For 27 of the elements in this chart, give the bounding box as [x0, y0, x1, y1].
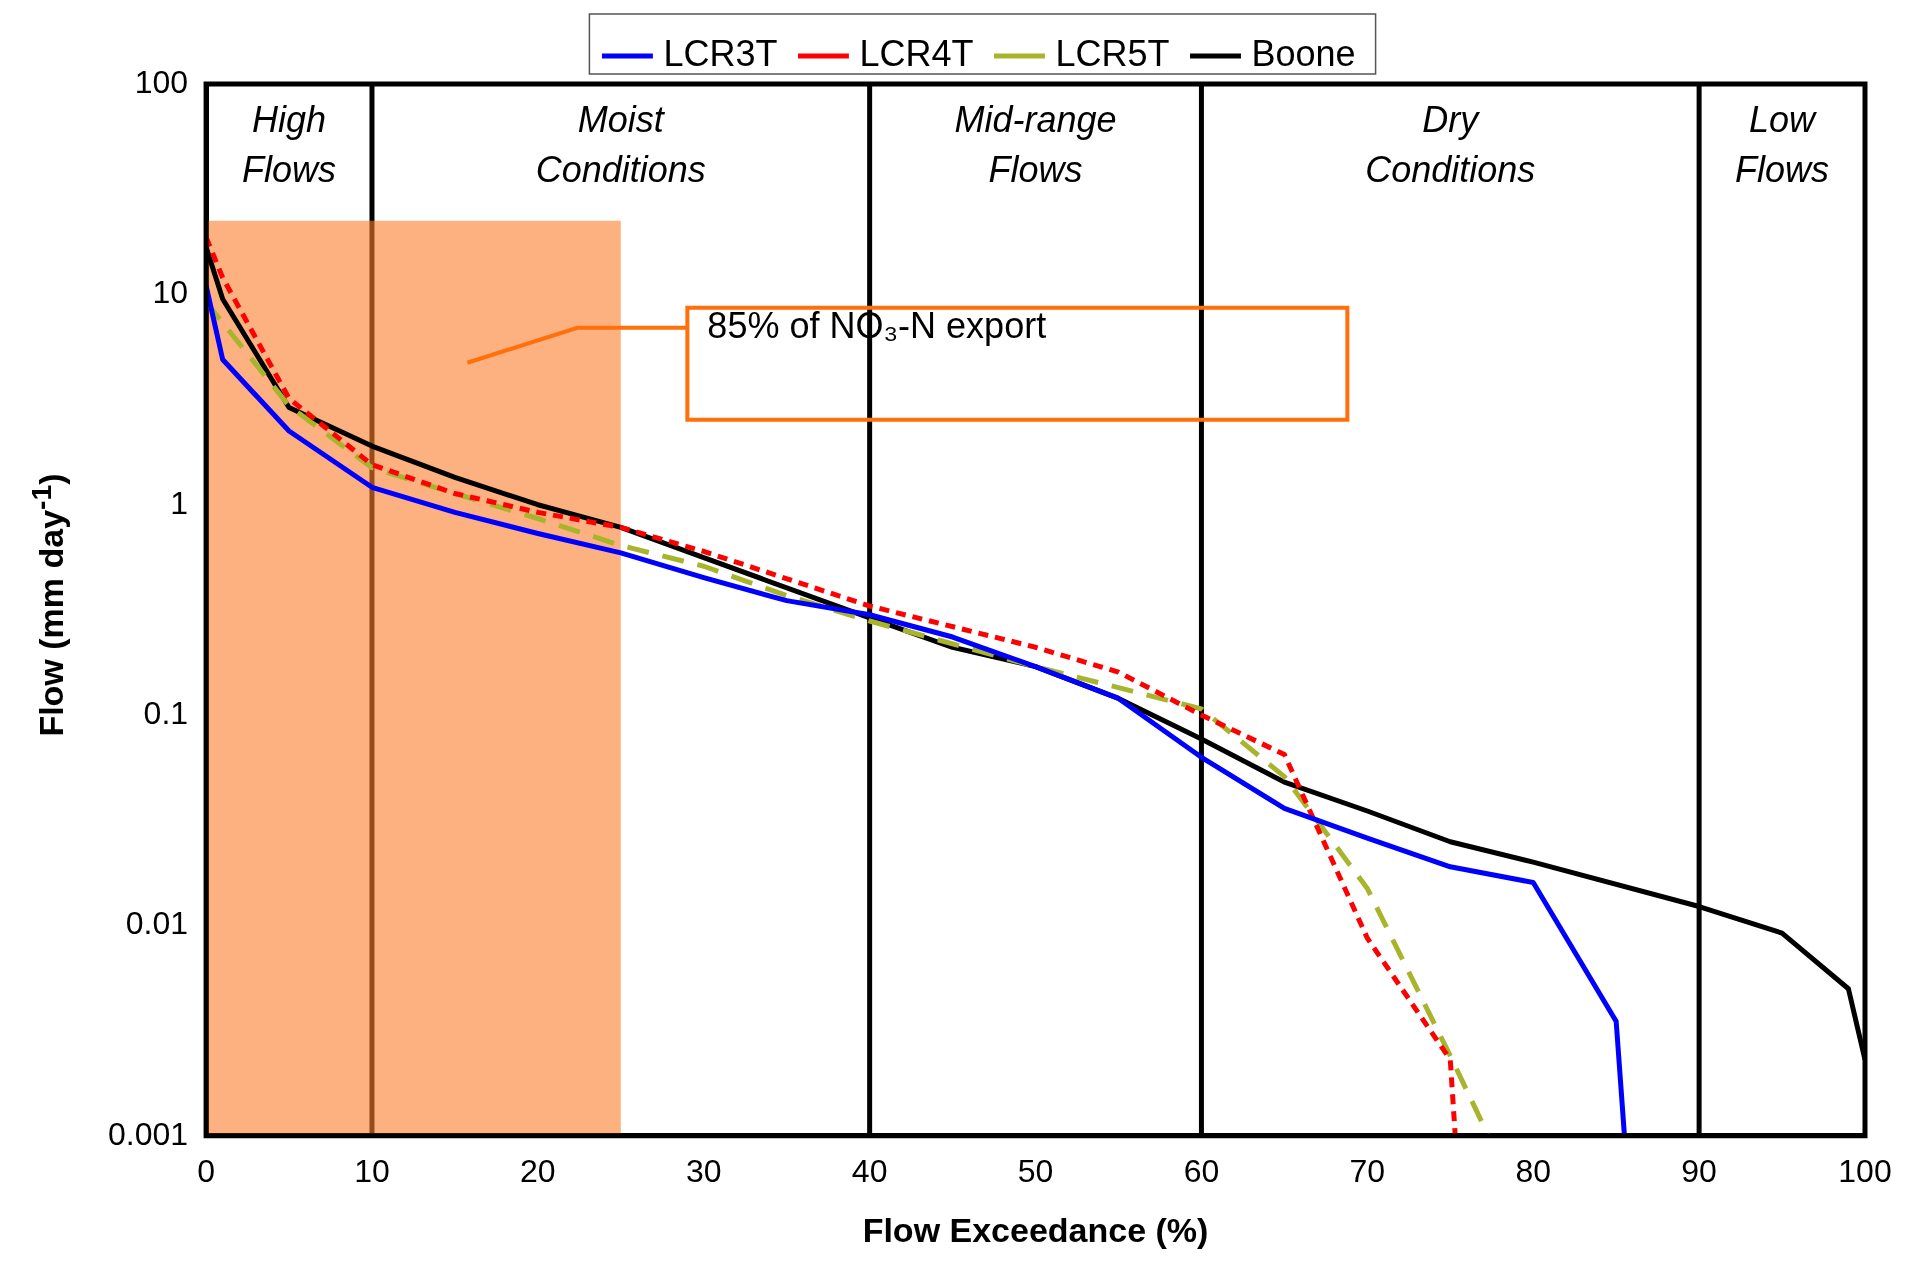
annotation: Dry Conditions: [1365, 99, 1536, 191]
x-tick-label: 20: [520, 1152, 556, 1189]
legend-label: LCR3T: [663, 32, 778, 74]
annotation: Low Flows: [1735, 99, 1830, 191]
x-axis-title: Flow Exceedance (%): [862, 1210, 1209, 1249]
legend-label: Boone: [1251, 32, 1356, 74]
x-tick-label: 70: [1349, 1152, 1386, 1189]
x-tick-label: 90: [1681, 1152, 1717, 1189]
x-tick-label: 10: [354, 1152, 390, 1189]
x-tick-label: 50: [1017, 1152, 1054, 1189]
legend-label: LCR4T: [859, 32, 974, 74]
y-tick-label: 10: [152, 274, 189, 311]
y-tick-label: 100: [134, 63, 189, 100]
y-tick-label: 0.1: [143, 694, 189, 731]
annotation: Mid-range Flows: [954, 99, 1117, 191]
annotation: Moist Conditions: [535, 99, 706, 191]
x-tick-label: 40: [851, 1152, 888, 1189]
x-tick-label: 30: [685, 1152, 722, 1189]
x-tick-label: 60: [1183, 1152, 1220, 1189]
x-tick-label: 0: [197, 1152, 215, 1189]
x-tick-label: 80: [1515, 1152, 1552, 1189]
y-tick-label: 0.01: [125, 905, 189, 942]
y-tick-label: 0.001: [108, 1115, 189, 1152]
y-tick-label: 1: [170, 484, 189, 521]
legend-label: LCR5T: [1055, 32, 1170, 74]
annotation: High Flows: [242, 99, 337, 191]
x-tick-label: 100: [1838, 1152, 1892, 1189]
